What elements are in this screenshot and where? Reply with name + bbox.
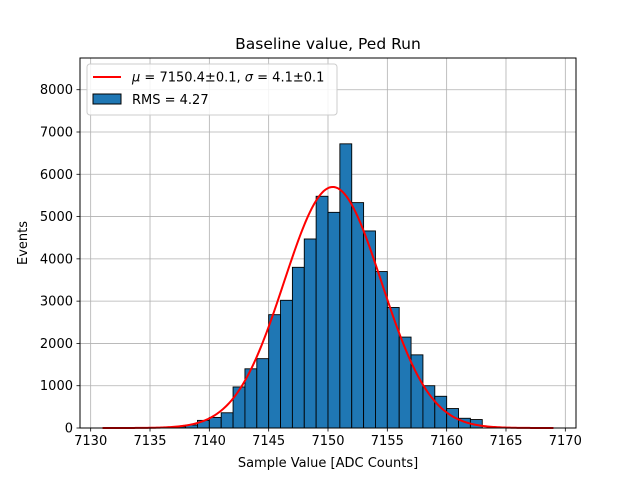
legend-rms-patch-swatch xyxy=(92,93,122,105)
y-tick-label: 8000 xyxy=(40,83,73,98)
legend-rms-label: RMS = 4.27 xyxy=(132,93,209,108)
y-tick-label: 0 xyxy=(65,422,73,437)
x-tick-label: 7165 xyxy=(489,434,522,449)
y-tick-label: 3000 xyxy=(40,295,73,310)
histogram-bar xyxy=(291,266,305,429)
x-tick-label: 7170 xyxy=(549,434,582,449)
x-tick-label: 7135 xyxy=(133,434,166,449)
x-axis-ticks: 7130 7135 7140 7145 7150 7155 7160 7165 7170 xyxy=(74,428,582,449)
histogram-bar xyxy=(351,202,365,429)
y-tick-label: 7000 xyxy=(40,126,73,141)
legend-fit-label: μ = 7150.4±0.1, σ = 4.1±0.1 xyxy=(131,71,324,86)
y-tick-label: 6000 xyxy=(40,168,73,183)
y-tick-label: 1000 xyxy=(40,379,73,394)
histogram-bar xyxy=(315,195,329,429)
gaussian-fit xyxy=(102,185,554,429)
chart-title: Baseline value, Ped Run xyxy=(235,35,421,53)
histogram-bar xyxy=(268,314,281,429)
histogram-bar xyxy=(256,358,270,429)
histogram-bar xyxy=(208,416,222,429)
x-tick-label: 7145 xyxy=(252,434,285,449)
y-axis-ticks: 0 1000 2000 3000 4000 5000 6000 7000 8000 xyxy=(40,83,80,437)
histogram-bar xyxy=(303,238,317,429)
x-tick-label: 7155 xyxy=(371,434,404,449)
x-tick-label: 7130 xyxy=(74,434,107,449)
histogram-bar xyxy=(339,143,353,429)
histogram-bar xyxy=(232,386,246,429)
y-tick-label: 2000 xyxy=(40,337,73,352)
x-tick-label: 7150 xyxy=(311,434,344,449)
legend: μ = 7150.4±0.1, σ = 4.1±0.1 RMS = 4.27 xyxy=(86,63,338,116)
histogram-bars xyxy=(173,143,483,429)
x-tick-label: 7160 xyxy=(430,434,463,449)
histogram-bar xyxy=(220,412,234,429)
histogram-bar xyxy=(327,211,341,429)
fit-curve-line xyxy=(102,185,554,429)
y-axis-label: Events xyxy=(16,221,31,265)
y-tick-label: 5000 xyxy=(40,210,73,225)
y-tick-label: 4000 xyxy=(40,252,73,267)
histogram-bar xyxy=(280,299,293,429)
legend-box xyxy=(86,63,338,116)
x-tick-label: 7140 xyxy=(193,434,226,449)
x-axis-label: Sample Value [ADC Counts] xyxy=(238,456,418,471)
